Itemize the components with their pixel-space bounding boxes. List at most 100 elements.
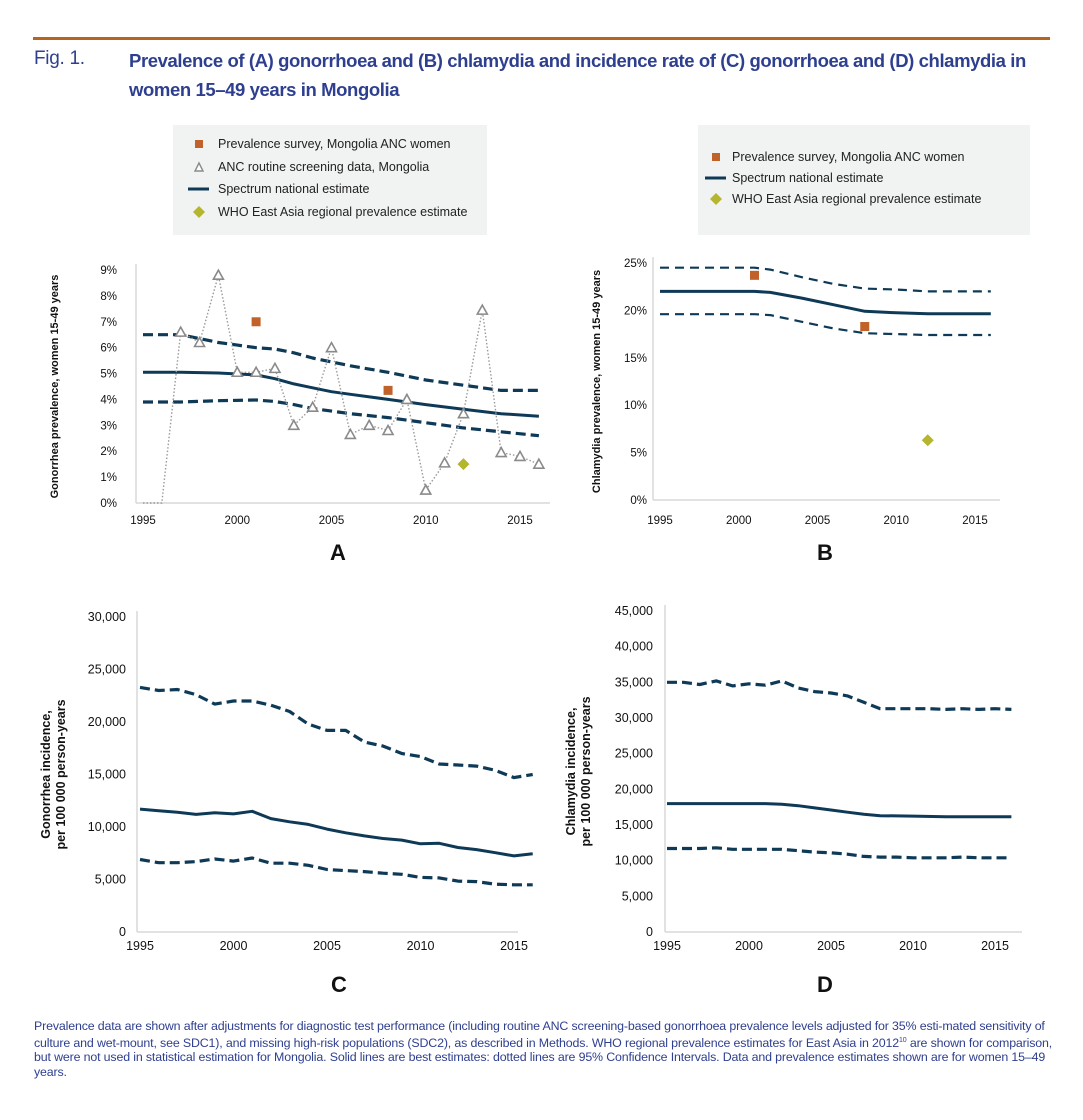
y-axis-title: Chlamydia prevalence, women 15-49 years (591, 270, 603, 493)
series-spectrum-lower-95-ci (143, 398, 540, 438)
y-tick-label: 10,000 (88, 820, 126, 834)
anc-triangle-point (249, 365, 263, 378)
anc-triangle-point (174, 325, 188, 337)
anc-triangle-point (287, 418, 301, 431)
x-tick-label: 1995 (126, 939, 154, 953)
anc-triangle-point (400, 392, 414, 405)
x-tick-label: 2010 (899, 939, 927, 953)
x-tick-label: 2015 (981, 939, 1009, 953)
y-tick-label: 2% (100, 446, 117, 458)
x-tick-label: 2015 (962, 515, 988, 527)
x-tick-label: 2000 (224, 515, 250, 527)
legend-label: Prevalence survey, Mongolia ANC women (218, 137, 451, 151)
figure-label: Fig. 1. (34, 48, 85, 69)
x-tick-label: 2015 (507, 515, 533, 527)
footnote-citation: 10 (899, 1036, 907, 1044)
series-spectrum-upper-95-ci (139, 685, 533, 780)
y-tick-label: 0% (100, 498, 117, 510)
x-tick-label: 1995 (130, 515, 156, 527)
diamond-marker-icon (193, 205, 205, 218)
anc-triangle-point (494, 445, 508, 458)
legend-item: WHO East Asia regional prevalence estima… (173, 205, 487, 221)
anc-triangle-point (513, 449, 527, 462)
y-tick-label: 45,000 (615, 604, 653, 618)
y-axis-title: per 100 000 person-years (579, 696, 593, 846)
chart-d: 0 5,000 10,000 15,000 20,000 25,000 30,000 35,0… (564, 604, 1022, 953)
triangle-marker-icon (193, 160, 205, 172)
y-tick-label: 20,000 (88, 715, 126, 729)
panel-label-b: B (817, 540, 833, 565)
y-tick-label: 6% (100, 343, 117, 355)
y-tick-label: 0 (646, 925, 653, 939)
series-spectrum-lower-95-ci (139, 856, 533, 887)
y-tick-label: 5,000 (95, 873, 126, 887)
y-tick-label: 30,000 (88, 610, 126, 624)
x-tick-label: 2000 (735, 939, 763, 953)
figure-footnote: Prevalence data are shown after adjustme… (34, 1019, 1054, 1080)
anc-triangle-point (381, 423, 395, 436)
y-axis-title: Gonorrhea incidence, (39, 710, 53, 839)
legend-label: WHO East Asia regional prevalence estima… (218, 204, 468, 219)
y-tick-label: 4% (100, 394, 117, 406)
y-tick-label: 5% (630, 448, 647, 460)
series-spectrum-national-estimate (143, 370, 540, 418)
x-tick-label: 2000 (220, 939, 248, 953)
y-tick-label: 5% (100, 369, 117, 381)
y-tick-label: 25,000 (615, 747, 653, 761)
series-spectrum-upper-95-ci (660, 266, 991, 293)
x-tick-label: 2005 (319, 515, 345, 527)
anc-triangle-point (230, 365, 244, 378)
legend-item: Prevalence survey, Mongolia ANC women (698, 150, 1030, 166)
legend-label: Prevalence survey, Mongolia ANC women (732, 150, 965, 164)
y-tick-label: 15,000 (615, 818, 653, 832)
chart-c: 0 5,000 10,000 15,000 20,000 25,000 30,000 1995… (39, 610, 533, 953)
y-tick-label: 9% (100, 265, 117, 277)
x-tick-label: 1995 (653, 939, 681, 953)
line-marker-icon (705, 176, 726, 180)
anc-triangle-point (475, 303, 489, 315)
line-marker-icon (188, 187, 209, 191)
legend-b: Prevalence survey, Mongolia ANC women Spe… (698, 125, 1030, 235)
legend-item: Spectrum national estimate (698, 171, 1030, 187)
x-tick-label: 2000 (726, 515, 752, 527)
legend-item: WHO East Asia regional prevalence estima… (698, 192, 1030, 208)
survey-square-point (383, 385, 393, 395)
anc-triangle-point (362, 418, 376, 431)
y-tick-label: 25,000 (88, 663, 126, 677)
legend-label: Spectrum national estimate (218, 182, 370, 196)
x-tick-label: 2010 (407, 939, 435, 953)
series-spectrum-national-estimate (660, 289, 991, 316)
y-tick-label: 10,000 (615, 854, 653, 868)
survey-square-point (251, 317, 261, 327)
legend-label: WHO East Asia regional prevalence estima… (732, 192, 982, 206)
chart-b: 0% 5% 10% 15% 20% 25% 1995 2000 2005 2010 2015 Chla… (591, 257, 1000, 527)
footnote-text-2: are shown for comparison, but were not u… (34, 1035, 1053, 1079)
y-tick-label: 30,000 (615, 711, 653, 725)
y-tick-label: 15% (624, 353, 647, 365)
y-axis-title: per 100 000 person-years (54, 699, 68, 849)
survey-square-point (750, 270, 759, 280)
y-tick-label: 15,000 (88, 768, 126, 782)
anc-triangle-point (268, 361, 282, 374)
y-tick-label: 10% (624, 400, 647, 412)
square-marker-icon (195, 140, 203, 148)
y-axis-title: Chlamydia incidence, (564, 708, 578, 836)
anc-triangle-point (212, 268, 225, 280)
panel-label-a: A (330, 540, 346, 565)
anc-triangle-point (457, 407, 470, 419)
anc-triangle-point (343, 427, 357, 440)
legend-a: Prevalence survey, Mongolia ANC women ANC… (173, 125, 487, 235)
x-tick-label: 2010 (413, 515, 439, 527)
y-tick-label: 20,000 (615, 782, 653, 796)
legend-label: Spectrum national estimate (732, 171, 884, 185)
who-diamond-point (457, 458, 470, 471)
anc-triangle-point (438, 456, 451, 468)
panel-label-c: C (331, 972, 347, 997)
series-spectrum-upper-95-ci (143, 333, 539, 392)
chart-a: 0% 1% 2% 3% 4% 5% 6% 7% 8% 9% 1995 2000 2005 2010 2015… (49, 264, 550, 527)
anc-triangle-point (306, 400, 320, 413)
y-tick-label: 3% (100, 420, 117, 432)
x-tick-label: 2015 (500, 939, 528, 953)
anc-triangle-point (193, 335, 206, 348)
